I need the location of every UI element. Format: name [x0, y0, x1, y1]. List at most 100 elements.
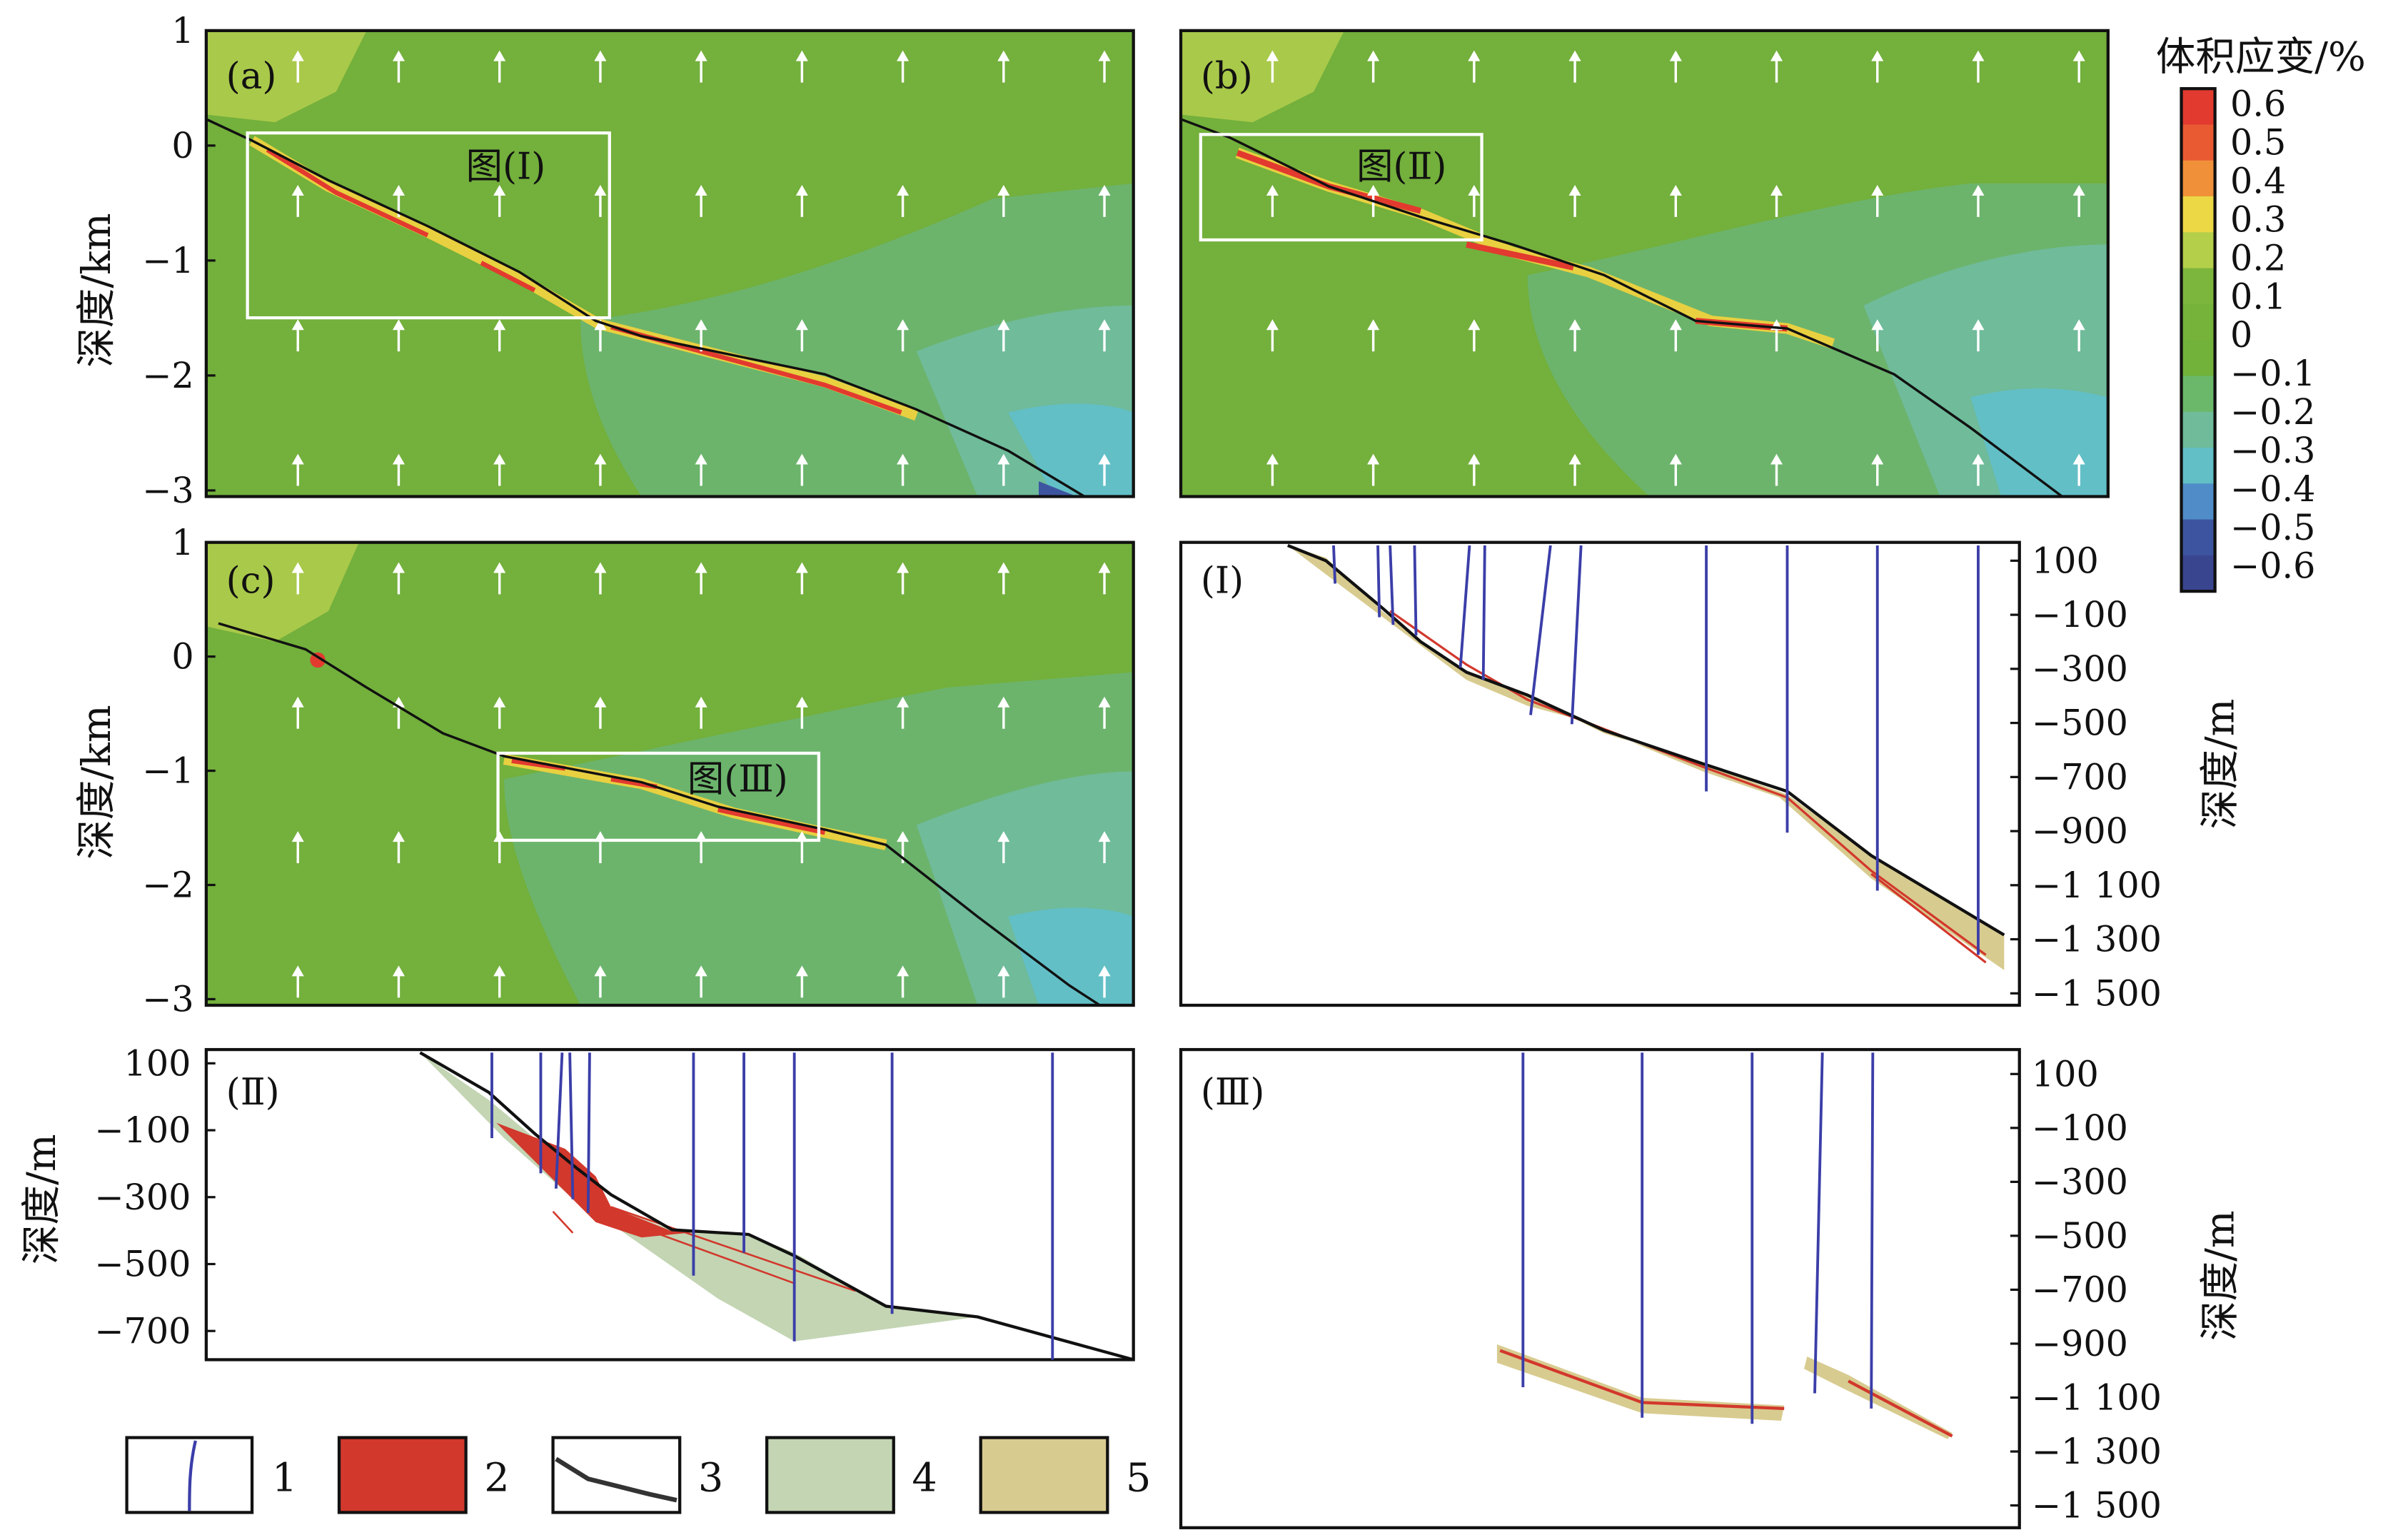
zoom-box-I	[246, 131, 611, 320]
arrow-icon	[795, 562, 808, 595]
colorbar-swatch	[2181, 448, 2215, 485]
arrow-icon	[594, 453, 607, 486]
legend-item-green: 4	[765, 1436, 937, 1514]
arrow-icon	[897, 453, 910, 486]
legend-item-red: 2	[337, 1436, 510, 1514]
tick-label: −900	[2032, 810, 2128, 852]
arrow-icon	[997, 965, 1010, 998]
tick-label: 1	[171, 522, 193, 563]
well-trajectory	[1570, 545, 1583, 725]
colorbar-label: 0.2	[2230, 237, 2286, 278]
tick-label: −2	[142, 355, 194, 396]
m-axis: 100 −100 −300 −500 −700 −900 −1 100 −1 300 −1 50…	[2010, 1053, 2162, 1526]
colorbar-swatch	[2181, 196, 2215, 233]
tick-label: −300	[94, 1177, 191, 1218]
panel-c: (c) 图(Ⅲ)	[204, 540, 1135, 1007]
tick-label: −300	[2032, 648, 2128, 690]
arrow-icon	[695, 184, 707, 217]
colorbar-label: 0.6	[2230, 84, 2286, 125]
arrow-icon	[594, 965, 607, 998]
colorbar-swatch	[2181, 555, 2215, 593]
colorbar-labels: 0.60.50.40.30.20.10−0.1−0.2−0.3−0.4−0.5−…	[2230, 84, 2315, 587]
colorbar-swatch	[2181, 519, 2215, 556]
arrow-icon	[291, 562, 304, 595]
legend-label: 4	[912, 1454, 937, 1501]
tick-label: 0	[171, 636, 193, 678]
arrow-icon	[1098, 453, 1111, 486]
arrow-icon	[997, 831, 1010, 864]
tick-label: −100	[94, 1109, 191, 1151]
well-trajectory	[568, 1052, 575, 1199]
arrow-icon	[493, 696, 506, 729]
tick-label: 100	[2032, 540, 2099, 581]
arrow-icon	[493, 50, 506, 83]
arrow-icon	[997, 184, 1010, 217]
panel-label: (Ⅱ)	[226, 1071, 280, 1114]
arrow-icon	[594, 50, 607, 83]
colorbar-swatch	[2181, 303, 2215, 341]
arrow-icon	[2072, 453, 2085, 486]
colorbar-swatch	[2181, 376, 2215, 413]
strain-band	[266, 148, 902, 415]
arrow-icon	[493, 453, 506, 486]
arrow-icon	[1098, 831, 1111, 864]
arrow-icon	[392, 965, 405, 998]
arrow-icon	[1972, 50, 1985, 83]
arrow-icon	[795, 965, 808, 998]
tick-label: −1 300	[2032, 919, 2162, 960]
arrow-icon	[493, 319, 506, 352]
arrow-icon	[695, 50, 707, 83]
arrow-icon	[1871, 453, 1884, 486]
tick-label: 100	[2032, 1053, 2099, 1094]
arrow-icon	[2072, 319, 2085, 352]
red-zone	[552, 1206, 856, 1292]
tick-label: 1	[171, 10, 193, 51]
positive-strain-zone	[206, 542, 359, 642]
well-trajectory	[1529, 545, 1552, 715]
arrow-icon	[392, 50, 405, 83]
panel-II: (Ⅱ)	[204, 1047, 1135, 1362]
arrow-icon	[1568, 50, 1581, 83]
arrow-icon	[291, 831, 304, 864]
arrow-icon	[1468, 50, 1481, 83]
fault-line	[1287, 543, 2005, 937]
arrow-icon	[493, 965, 506, 998]
colorbar-swatch	[2181, 411, 2215, 449]
legend-label: 1	[272, 1454, 297, 1501]
legend-swatch	[551, 1436, 682, 1514]
positive-strain-zone	[206, 30, 367, 123]
tick-label: −1 100	[2032, 865, 2162, 906]
arrow-icon	[897, 965, 910, 998]
arrow-icon	[1770, 50, 1783, 83]
arrow-icon	[897, 319, 910, 352]
panel-label: (b)	[1201, 55, 1253, 98]
arrow-icon	[997, 696, 1010, 729]
well-trajectory	[1376, 545, 1381, 618]
well-trajectory	[1481, 545, 1486, 680]
colorbar-label: −0.4	[2230, 468, 2315, 510]
tick-label: 0	[171, 125, 193, 166]
negative-strain-zone	[1039, 481, 1077, 497]
y-axis-label: 深度/m	[19, 1134, 65, 1264]
arrow-icon	[594, 319, 607, 352]
tick-label: 100	[124, 1042, 191, 1084]
panel-I: (Ⅰ)	[1179, 540, 2021, 1007]
fault-line	[419, 1051, 1134, 1362]
colorbar-swatch	[2181, 160, 2215, 198]
arrow-icon	[997, 319, 1010, 352]
arrow-icon	[1098, 562, 1111, 595]
arrow-icon	[795, 453, 808, 486]
fault-line	[1181, 118, 2063, 497]
panel-III: (Ⅲ)	[1179, 1047, 2021, 1529]
arrow-icon	[1568, 319, 1581, 352]
arrow-icon	[695, 453, 707, 486]
arrow-icon	[392, 453, 405, 486]
arrow-icon	[897, 696, 910, 729]
m-axis: 100 −100 −300 −500 −700	[94, 1042, 216, 1352]
red-zone	[496, 1122, 703, 1238]
wells	[490, 1052, 1054, 1360]
tick-label: −1 100	[2032, 1377, 2162, 1419]
arrow-icon	[1468, 184, 1481, 217]
arrow-icon	[2072, 184, 2085, 217]
colorbar: 体积应变/% 0.60.50.40.30.20.10−0.1−0.2−0.3−0…	[2156, 34, 2366, 593]
